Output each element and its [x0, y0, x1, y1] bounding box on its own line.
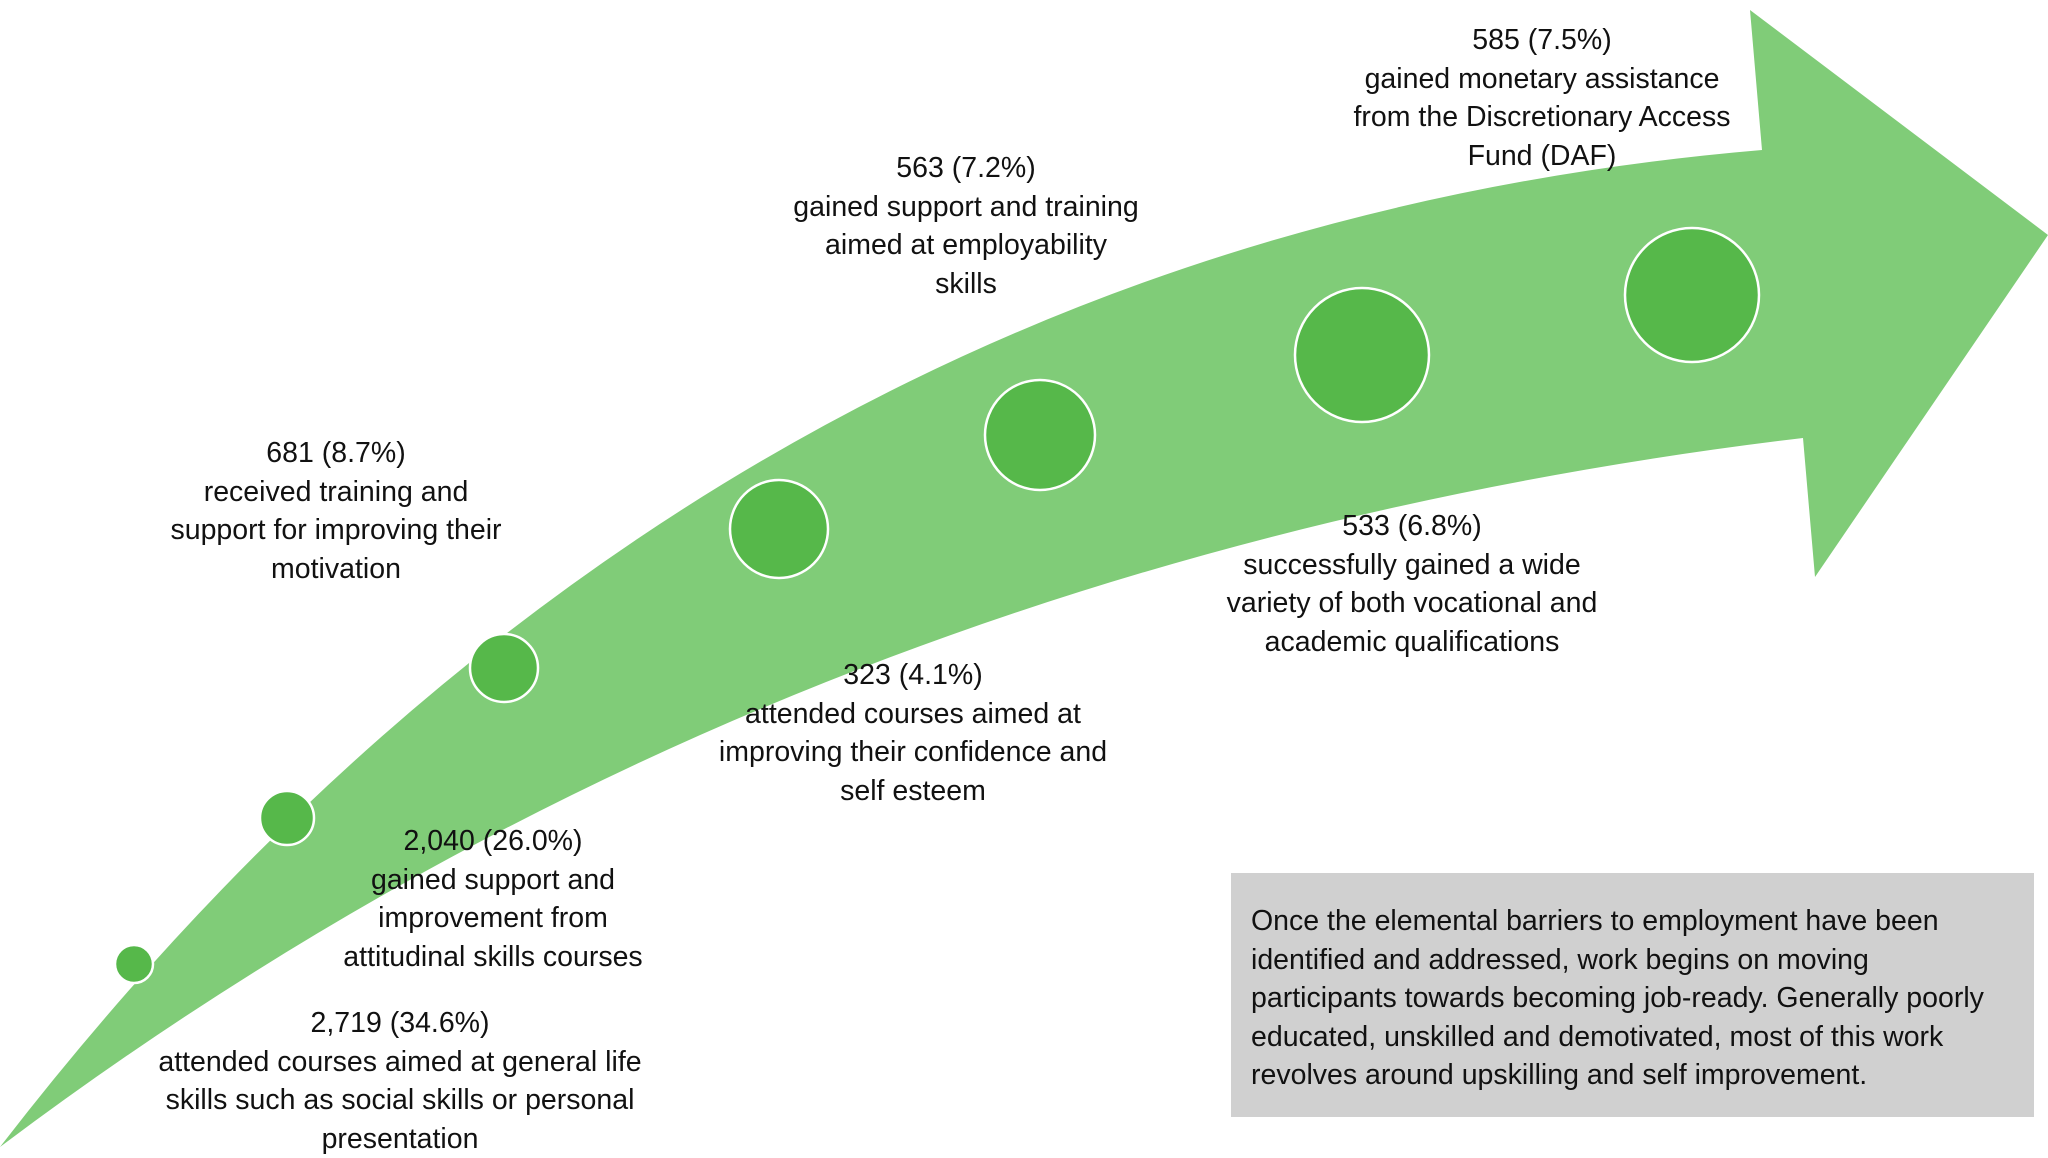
- step-text-line: attitudinal skills courses: [303, 938, 683, 977]
- step-label-3: 681 (8.7%) received training and support…: [136, 434, 536, 588]
- step-circle-3: [470, 634, 538, 702]
- step-circle-7: [1625, 228, 1759, 362]
- step-text-line: Fund (DAF): [1332, 137, 1752, 176]
- step-label-5: 563 (7.2%) gained support and training a…: [766, 149, 1166, 303]
- step-text-line: variety of both vocational and: [1197, 584, 1627, 623]
- step-value: 563 (7.2%): [766, 149, 1166, 188]
- step-label-2: 2,040 (26.0%) gained support and improve…: [303, 822, 683, 976]
- step-value: 533 (6.8%): [1197, 507, 1627, 546]
- step-text-line: gained monetary assistance: [1332, 60, 1752, 99]
- step-value: 323 (4.1%): [693, 656, 1133, 695]
- step-label-7: 585 (7.5%) gained monetary assistance fr…: [1332, 21, 1752, 175]
- step-value: 2,040 (26.0%): [303, 822, 683, 861]
- step-text-line: self esteem: [693, 772, 1133, 811]
- step-text-line: support for improving their: [136, 511, 536, 550]
- step-label-1: 2,719 (34.6%) attended courses aimed at …: [110, 1004, 690, 1158]
- note-line: educated, unskilled and demotivated, mos…: [1251, 1018, 2016, 1057]
- step-circle-6: [1295, 288, 1429, 422]
- step-circle-5: [985, 380, 1095, 490]
- step-text-line: gained support and training: [766, 188, 1166, 227]
- step-text-line: presentation: [110, 1120, 690, 1158]
- step-text-line: motivation: [136, 550, 536, 589]
- note-line: participants towards becoming job-ready.…: [1251, 979, 2016, 1018]
- step-text-line: gained support and: [303, 861, 683, 900]
- step-text-line: received training and: [136, 473, 536, 512]
- step-label-6: 533 (6.8%) successfully gained a wide va…: [1197, 507, 1627, 661]
- note-line: Once the elemental barriers to employmen…: [1251, 902, 2016, 941]
- note-line: revolves around upskilling and self impr…: [1251, 1056, 2016, 1095]
- step-text-line: skills such as social skills or personal: [110, 1081, 690, 1120]
- step-circle-4: [730, 480, 828, 578]
- step-text-line: improvement from: [303, 899, 683, 938]
- step-text-line: attended courses aimed at general life: [110, 1043, 690, 1082]
- step-label-4: 323 (4.1%) attended courses aimed at imp…: [693, 656, 1133, 810]
- step-text-line: improving their confidence and: [693, 733, 1133, 772]
- step-value: 681 (8.7%): [136, 434, 536, 473]
- step-circle-1: [115, 945, 153, 983]
- step-value: 585 (7.5%): [1332, 21, 1752, 60]
- step-text-line: attended courses aimed at: [693, 695, 1133, 734]
- step-text-line: from the Discretionary Access: [1332, 98, 1752, 137]
- step-text-line: academic qualifications: [1197, 623, 1627, 662]
- step-value: 2,719 (34.6%): [110, 1004, 690, 1043]
- step-text-line: skills: [766, 265, 1166, 304]
- summary-note-box: Once the elemental barriers to employmen…: [1231, 873, 2034, 1117]
- step-text-line: aimed at employability: [766, 226, 1166, 265]
- note-line: identified and addressed, work begins on…: [1251, 941, 2016, 980]
- step-text-line: successfully gained a wide: [1197, 546, 1627, 585]
